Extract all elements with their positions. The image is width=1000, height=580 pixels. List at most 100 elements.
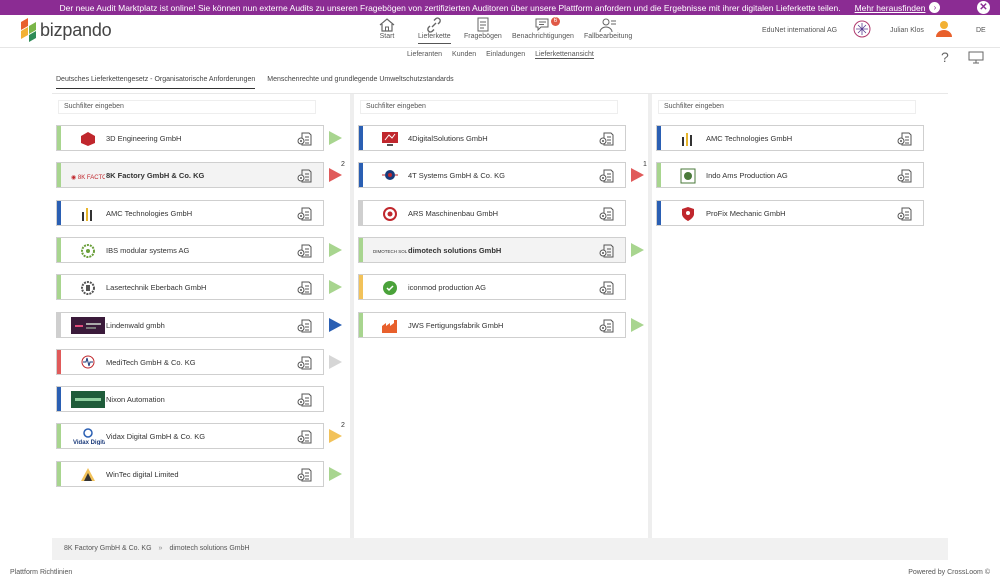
supplier-card[interactable]: AMC Technologies GmbH — [656, 125, 924, 151]
supplier-card[interactable]: Nixon Automation — [56, 386, 324, 412]
supplier-name: 4T Systems GmbH & Co. KG — [408, 171, 505, 180]
supplier-card[interactable]: DIMOTECH SOLUTIONSdimotech solutions Gmb… — [358, 237, 626, 263]
nav-benachrichtigungen[interactable]: Benachrichtigungen 6 — [512, 17, 574, 40]
meditech-logo-icon — [71, 354, 105, 371]
4t-systems-logo-icon — [373, 167, 407, 184]
document-view-icon[interactable] — [599, 132, 615, 148]
document-view-icon[interactable] — [599, 207, 615, 223]
supplier-card[interactable]: JWS Fertigungsfabrik GmbH — [358, 312, 626, 338]
subnav-kunden[interactable]: Kunden — [452, 51, 477, 58]
supplier-card[interactable]: WinTec digital Limited — [56, 461, 324, 487]
supplier-name: AMC Technologies GmbH — [106, 209, 193, 218]
red-cube-logo-icon — [71, 130, 105, 147]
supplier-card[interactable]: ◉ 8K FACTORY8K Factory GmbH & Co. KG — [56, 162, 324, 188]
subnav-lieferanten[interactable]: Lieferanten — [407, 51, 443, 58]
document-view-icon[interactable] — [297, 169, 313, 185]
document-view-icon[interactable] — [599, 281, 615, 297]
supplier-name: JWS Fertigungsfabrik GmbH — [408, 321, 504, 330]
tab-menschenrechte[interactable]: Menschenrechte und grundlegende Umweltsc… — [267, 76, 454, 83]
expand-arrow-icon[interactable] — [631, 243, 644, 257]
banner-link[interactable]: Mehr herausfinden — [854, 2, 926, 13]
expand-arrow-icon[interactable] — [329, 168, 342, 182]
vidax-logo-icon: Vidax Digital — [71, 428, 105, 445]
status-bar — [57, 126, 61, 150]
document-view-icon[interactable] — [297, 244, 313, 260]
subnav-einladungen[interactable]: Einladungen — [486, 51, 526, 58]
logo[interactable]: bizpando — [21, 18, 112, 42]
sub-supplier-count: 2 — [341, 161, 345, 168]
presentation-icon[interactable] — [968, 51, 984, 66]
supplier-card[interactable]: 4T Systems GmbH & Co. KG — [358, 162, 626, 188]
expand-arrow-icon[interactable] — [329, 318, 342, 332]
supplier-card[interactable]: Lasertechnik Eberbach GmbH — [56, 274, 324, 300]
supplier-name: 8K Factory GmbH & Co. KG — [106, 171, 205, 180]
search-filter-input[interactable]: Suchfilter eingeben — [658, 100, 916, 114]
chat-icon — [535, 18, 549, 32]
user-name[interactable]: Julian Klos — [890, 27, 924, 34]
status-bar — [57, 275, 61, 299]
nav-frageboegen[interactable]: Fragebögen — [464, 17, 502, 40]
supplier-card[interactable]: Vidax DigitalVidax Digital GmbH & Co. KG — [56, 423, 324, 449]
nav-start[interactable]: Start — [378, 17, 396, 40]
document-view-icon[interactable] — [297, 468, 313, 484]
document-view-icon[interactable] — [897, 207, 913, 223]
platform-guidelines-link[interactable]: Plattform Richtlinien — [10, 569, 73, 576]
svg-text:Vidax Digital: Vidax Digital — [73, 440, 105, 445]
breadcrumb-item[interactable]: 8K Factory GmbH & Co. KG — [64, 545, 152, 552]
document-view-icon[interactable] — [297, 281, 313, 297]
expand-arrow-icon[interactable] — [329, 467, 342, 481]
expand-arrow-icon[interactable] — [329, 131, 342, 145]
nav-fallbearbeitung[interactable]: Fallbearbeitung — [584, 17, 632, 40]
supplier-card[interactable]: ProFix Mechanic GmbH — [656, 200, 924, 226]
supplier-card[interactable]: IBS modular systems AG — [56, 237, 324, 263]
expand-arrow-icon[interactable] — [329, 280, 342, 294]
status-bar — [359, 201, 363, 225]
supplier-card[interactable]: ARS Maschinenbau GmbH — [358, 200, 626, 226]
document-view-icon[interactable] — [297, 393, 313, 409]
expand-arrow-icon[interactable] — [631, 318, 644, 332]
subnav-lieferkettenansicht[interactable]: Lieferkettenansicht — [535, 51, 594, 59]
supplier-card[interactable]: 4DigitalSolutions GmbH — [358, 125, 626, 151]
help-icon[interactable]: ? — [941, 49, 949, 65]
close-icon[interactable]: ✕ — [977, 1, 990, 14]
document-view-icon[interactable] — [599, 319, 615, 335]
document-view-icon[interactable] — [897, 132, 913, 148]
announcement-banner: Der neue Audit Marktplatz ist online! Si… — [0, 0, 1000, 15]
wintec-logo-icon — [71, 466, 105, 483]
breadcrumb-item[interactable]: dimotech solutions GmbH — [169, 545, 250, 552]
search-filter-input[interactable]: Suchfilter eingeben — [360, 100, 618, 114]
dimotech-logo-icon: DIMOTECH SOLUTIONS — [373, 242, 407, 259]
search-filter-input[interactable]: Suchfilter eingeben — [58, 100, 316, 114]
expand-arrow-icon[interactable] — [631, 168, 644, 182]
supplier-card[interactable]: AMC Technologies GmbH — [56, 200, 324, 226]
avatar[interactable] — [935, 20, 953, 40]
expand-arrow-icon[interactable] — [329, 243, 342, 257]
questionnaire-icon — [477, 17, 489, 32]
language-selector[interactable]: DE — [976, 27, 986, 34]
document-view-icon[interactable] — [297, 356, 313, 372]
document-view-icon[interactable] — [297, 132, 313, 148]
supplier-name: Vidax Digital GmbH & Co. KG — [106, 432, 206, 441]
notification-badge: 6 — [550, 17, 560, 26]
status-bar — [57, 350, 61, 374]
document-view-icon[interactable] — [599, 169, 615, 185]
indo-ams-logo-icon — [671, 167, 705, 184]
banner-text: Der neue Audit Marktplatz ist online! Si… — [59, 2, 841, 13]
supplier-card[interactable]: Lindenwald gmbh — [56, 312, 324, 338]
supplier-card[interactable]: 3D Engineering GmbH — [56, 125, 324, 151]
document-view-icon[interactable] — [897, 169, 913, 185]
document-view-icon[interactable] — [599, 244, 615, 260]
arrow-right-icon[interactable]: › — [929, 2, 941, 13]
expand-arrow-icon[interactable] — [329, 429, 342, 443]
supplier-name: 4DigitalSolutions GmbH — [408, 134, 488, 143]
nav-lieferkette[interactable]: Lieferkette — [418, 17, 451, 44]
tab-lksg[interactable]: Deutsches Lieferkettengesetz - Organisat… — [56, 76, 256, 89]
document-view-icon[interactable] — [297, 319, 313, 335]
supplier-card[interactable]: iconmod production AG — [358, 274, 626, 300]
expand-arrow-icon[interactable] — [329, 355, 342, 369]
supplier-card[interactable]: MediTech GmbH & Co. KG — [56, 349, 324, 375]
supplier-card[interactable]: Indo Ams Production AG — [656, 162, 924, 188]
document-view-icon[interactable] — [297, 430, 313, 446]
organization-name[interactable]: EduNet international AG — [762, 27, 838, 34]
document-view-icon[interactable] — [297, 207, 313, 223]
